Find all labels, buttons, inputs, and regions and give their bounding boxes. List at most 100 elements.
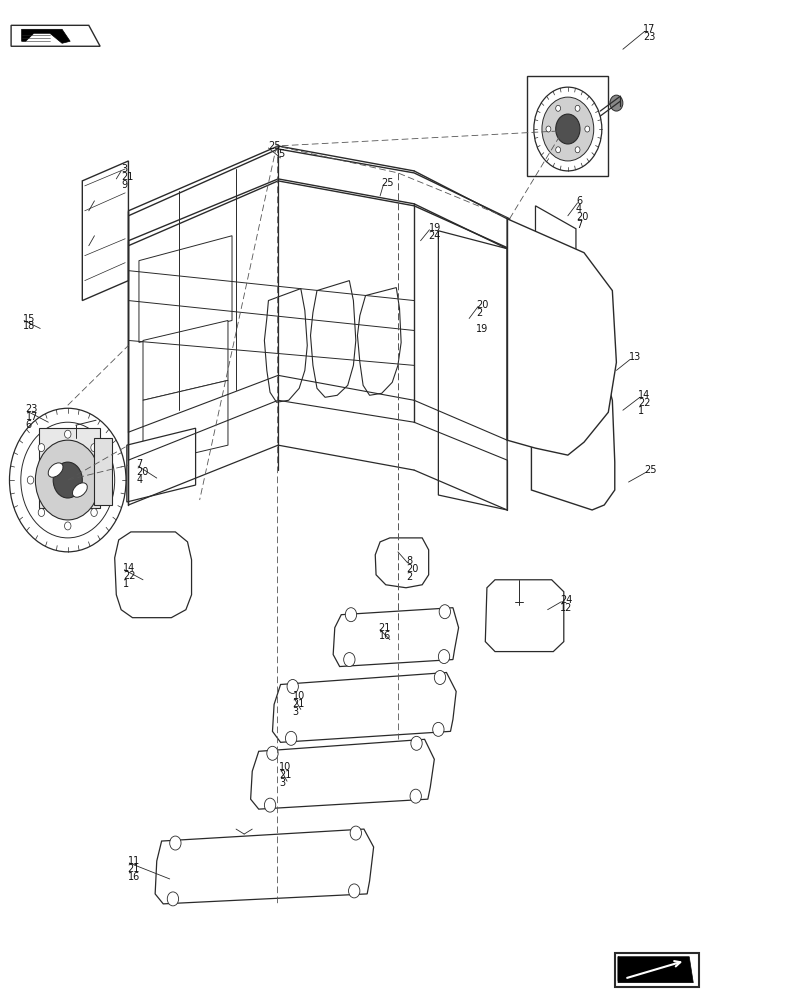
Ellipse shape	[48, 463, 63, 477]
Text: 23: 23	[26, 404, 38, 414]
Polygon shape	[534, 206, 575, 301]
Text: 17: 17	[26, 412, 38, 422]
Circle shape	[574, 105, 579, 111]
Circle shape	[264, 798, 276, 812]
Circle shape	[439, 605, 450, 619]
Text: 2: 2	[476, 308, 482, 318]
Text: 21: 21	[378, 623, 390, 633]
Polygon shape	[82, 161, 128, 301]
Text: 8: 8	[406, 556, 412, 566]
Text: 16: 16	[378, 631, 390, 641]
Ellipse shape	[72, 483, 88, 497]
Polygon shape	[375, 538, 428, 588]
Text: 24: 24	[559, 595, 572, 605]
Polygon shape	[143, 380, 228, 465]
Text: 23: 23	[642, 32, 654, 42]
Text: 24: 24	[428, 231, 440, 241]
Circle shape	[574, 147, 579, 153]
Circle shape	[36, 440, 100, 520]
Polygon shape	[485, 580, 563, 652]
Circle shape	[287, 680, 298, 693]
Polygon shape	[264, 289, 307, 402]
Polygon shape	[272, 673, 456, 742]
Circle shape	[101, 476, 108, 484]
Circle shape	[410, 736, 422, 750]
Polygon shape	[93, 438, 112, 505]
Text: 9: 9	[121, 180, 127, 190]
Text: 11: 11	[127, 856, 139, 866]
Circle shape	[348, 884, 359, 898]
Text: 3: 3	[279, 778, 285, 788]
Polygon shape	[127, 428, 195, 502]
Text: 19: 19	[428, 223, 440, 233]
Circle shape	[64, 430, 71, 438]
Text: 4: 4	[575, 204, 581, 214]
Circle shape	[38, 509, 45, 516]
Circle shape	[167, 892, 178, 906]
Polygon shape	[628, 959, 684, 974]
Text: 22: 22	[122, 571, 135, 581]
Circle shape	[555, 147, 560, 153]
Circle shape	[434, 671, 445, 684]
Polygon shape	[617, 957, 680, 981]
Circle shape	[533, 87, 601, 171]
Polygon shape	[114, 532, 191, 618]
Polygon shape	[614, 953, 698, 987]
Circle shape	[350, 826, 361, 840]
Circle shape	[438, 650, 449, 664]
Circle shape	[285, 731, 296, 745]
Text: 6: 6	[575, 196, 581, 206]
Polygon shape	[139, 236, 232, 342]
Polygon shape	[155, 829, 373, 904]
Text: 25: 25	[381, 178, 393, 188]
Text: 10: 10	[279, 762, 291, 772]
Text: 20: 20	[476, 300, 488, 310]
Polygon shape	[617, 957, 693, 983]
Text: 10: 10	[292, 691, 305, 701]
Text: 3: 3	[292, 707, 298, 717]
Circle shape	[555, 105, 560, 111]
Circle shape	[38, 444, 45, 452]
Text: 14: 14	[122, 563, 135, 573]
Circle shape	[28, 476, 34, 484]
Text: 21: 21	[121, 172, 133, 182]
Circle shape	[432, 722, 444, 736]
Text: 14: 14	[637, 390, 650, 400]
Polygon shape	[333, 608, 458, 667]
Polygon shape	[507, 219, 616, 455]
Text: 20: 20	[406, 564, 418, 574]
Circle shape	[584, 126, 589, 132]
Text: 4: 4	[136, 475, 143, 485]
Circle shape	[21, 422, 114, 538]
Polygon shape	[128, 149, 509, 249]
Text: 7: 7	[575, 220, 581, 230]
Circle shape	[345, 608, 356, 622]
Polygon shape	[22, 29, 70, 43]
Text: 12: 12	[559, 603, 572, 613]
Text: 18: 18	[24, 321, 36, 331]
Polygon shape	[310, 281, 355, 397]
Text: 13: 13	[628, 352, 640, 362]
Circle shape	[178, 344, 200, 372]
Text: 21: 21	[279, 770, 291, 780]
Text: 25: 25	[268, 141, 281, 151]
Circle shape	[267, 746, 278, 760]
Circle shape	[91, 444, 97, 452]
Text: 6: 6	[26, 420, 32, 430]
Text: 1: 1	[122, 579, 129, 589]
Polygon shape	[530, 342, 614, 510]
Circle shape	[91, 509, 97, 516]
Text: 22: 22	[637, 398, 650, 408]
Text: 1: 1	[637, 406, 644, 416]
Polygon shape	[357, 288, 401, 395]
Text: 2: 2	[406, 572, 412, 582]
Circle shape	[545, 126, 550, 132]
Text: 20: 20	[575, 212, 588, 222]
Text: 21: 21	[292, 699, 305, 709]
Polygon shape	[143, 320, 228, 400]
Polygon shape	[251, 739, 434, 809]
Text: 5: 5	[278, 149, 284, 159]
Text: 16: 16	[127, 872, 139, 882]
Text: 17: 17	[642, 24, 654, 34]
Circle shape	[64, 522, 71, 530]
